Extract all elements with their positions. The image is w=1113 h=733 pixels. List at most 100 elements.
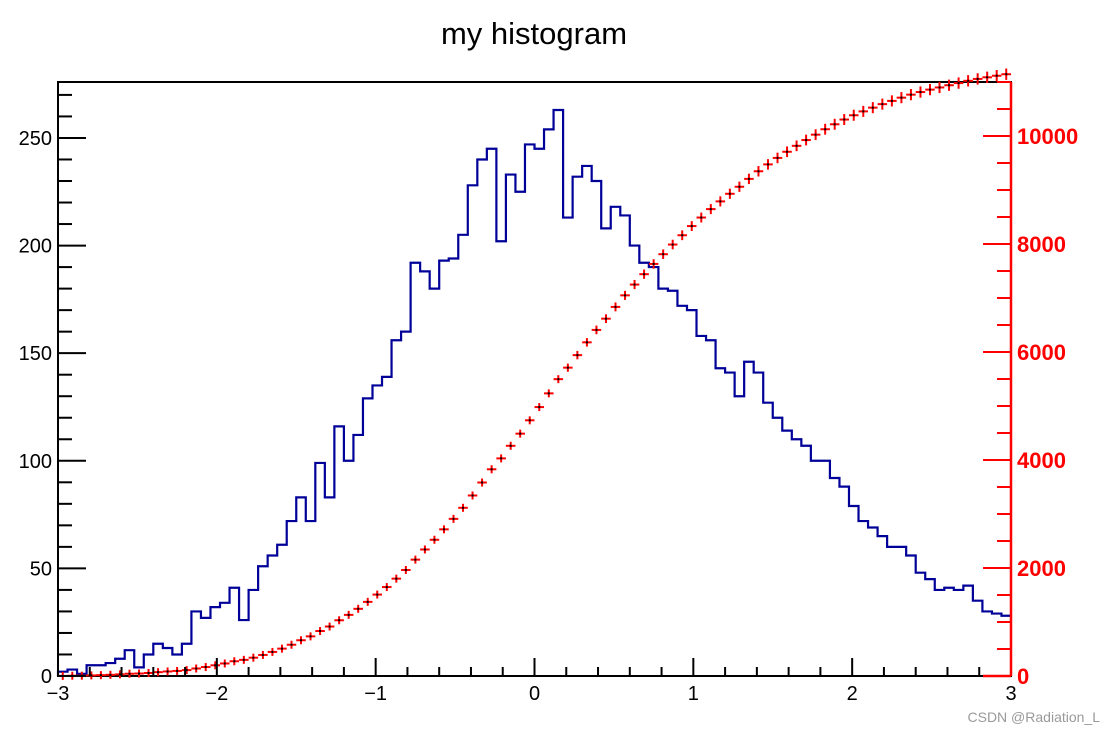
cumulative-marker bbox=[686, 221, 697, 232]
marker-dot bbox=[319, 630, 322, 633]
marker-dot bbox=[423, 548, 426, 551]
cumulative-marker bbox=[391, 574, 402, 583]
cumulative-marker bbox=[982, 71, 992, 83]
cumulative-marker bbox=[315, 627, 325, 636]
cumulative-marker bbox=[439, 525, 449, 534]
x-tick-label: 0 bbox=[529, 683, 540, 705]
cumulative-marker bbox=[1001, 68, 1011, 80]
cumulative-marker bbox=[362, 597, 373, 606]
marker-dot bbox=[719, 200, 722, 203]
marker-dot bbox=[433, 538, 436, 541]
cumulative-marker bbox=[343, 610, 354, 619]
cumulative-marker bbox=[725, 188, 735, 199]
cumulative-marker bbox=[248, 653, 259, 662]
marker-dot bbox=[233, 660, 236, 663]
cumulative-marker bbox=[829, 118, 840, 130]
cumulative-marker bbox=[505, 441, 516, 450]
cumulative-marker bbox=[915, 86, 926, 98]
cumulative-marker bbox=[401, 565, 411, 574]
marker-dot bbox=[242, 658, 245, 661]
cumulative-marker bbox=[991, 70, 1002, 82]
cumulative-marker bbox=[105, 670, 116, 679]
marker-dot bbox=[833, 123, 836, 126]
cumulative-marker bbox=[610, 302, 621, 312]
y2-tick-label: 8000 bbox=[1017, 232, 1066, 257]
marker-dot bbox=[414, 558, 417, 561]
marker-dot bbox=[728, 192, 731, 195]
marker-dot bbox=[576, 354, 579, 357]
cumulative-marker bbox=[753, 166, 764, 177]
cumulative-marker bbox=[563, 363, 573, 372]
cumulative-series bbox=[58, 68, 1011, 680]
histogram-series bbox=[56, 108, 1011, 676]
cumulative-marker bbox=[839, 114, 849, 126]
cumulative-marker bbox=[896, 92, 907, 104]
marker-dot bbox=[871, 106, 874, 109]
cumulative-marker bbox=[181, 666, 192, 675]
cumulative-marker bbox=[791, 140, 802, 152]
marker-dot bbox=[528, 419, 531, 422]
cumulative-marker bbox=[429, 535, 440, 544]
marker-dot bbox=[385, 586, 388, 589]
marker-dot bbox=[766, 163, 769, 166]
cumulative-marker bbox=[524, 416, 535, 425]
marker-dot bbox=[118, 673, 121, 676]
cumulative-marker bbox=[953, 77, 964, 89]
marker-dot bbox=[204, 666, 207, 669]
marker-dot bbox=[538, 406, 541, 409]
cumulative-marker bbox=[96, 671, 106, 680]
cumulative-marker bbox=[420, 545, 430, 554]
cumulative-marker bbox=[486, 465, 497, 474]
cumulative-marker bbox=[334, 616, 344, 625]
cumulative-marker bbox=[744, 173, 754, 185]
cumulative-marker bbox=[906, 89, 916, 101]
cumulative-marker bbox=[810, 129, 821, 141]
cumulative-marker bbox=[629, 279, 640, 290]
cumulative-marker bbox=[267, 647, 278, 656]
cumulative-marker bbox=[115, 670, 125, 679]
cumulative-marker bbox=[134, 669, 144, 678]
cumulative-marker bbox=[124, 669, 135, 678]
marker-dot bbox=[138, 672, 141, 675]
marker-dot bbox=[919, 91, 922, 94]
cumulative-marker bbox=[706, 204, 716, 215]
marker-dot bbox=[280, 647, 283, 650]
cumulative-marker bbox=[591, 325, 602, 335]
y2-tick-label: 10000 bbox=[1017, 124, 1078, 149]
marker-dot bbox=[957, 82, 960, 85]
marker-dot bbox=[481, 481, 484, 484]
marker-dot bbox=[652, 262, 655, 265]
y2-tick-label: 4000 bbox=[1017, 448, 1066, 473]
plot-frame bbox=[57, 81, 1012, 677]
marker-dot bbox=[223, 662, 226, 665]
x-tick-label: −3 bbox=[47, 683, 70, 705]
marker-dot bbox=[328, 625, 331, 628]
marker-dot bbox=[643, 273, 646, 276]
marker-dot bbox=[624, 294, 627, 297]
cumulative-marker bbox=[658, 249, 668, 259]
cumulative-marker bbox=[534, 403, 545, 412]
cumulative-marker bbox=[324, 622, 335, 631]
cumulative-marker bbox=[925, 83, 935, 96]
cumulative-marker bbox=[868, 102, 878, 114]
cumulative-marker bbox=[277, 644, 287, 653]
cumulative-marker bbox=[887, 95, 897, 107]
cumulative-marker bbox=[229, 657, 240, 666]
left-y-axis: 0 50 100 150 200 250 bbox=[19, 93, 86, 688]
marker-dot bbox=[757, 170, 760, 173]
cumulative-marker bbox=[210, 661, 221, 670]
plot-area bbox=[57, 81, 1012, 677]
marker-dot bbox=[795, 144, 798, 147]
marker-dot bbox=[948, 84, 951, 87]
cumulative-marker bbox=[143, 668, 154, 677]
x-tick-label: 3 bbox=[1005, 683, 1016, 705]
cumulative-marker bbox=[496, 454, 506, 463]
cumulative-marker bbox=[648, 259, 659, 269]
x-tick-label: −2 bbox=[205, 683, 228, 705]
marker-dot bbox=[261, 653, 264, 656]
cumulative-marker bbox=[382, 583, 392, 592]
cumulative-marker bbox=[582, 338, 592, 347]
x-axis: −3 −2 −1 0 1 2 3 bbox=[47, 658, 1017, 705]
cumulative-marker bbox=[239, 655, 249, 664]
